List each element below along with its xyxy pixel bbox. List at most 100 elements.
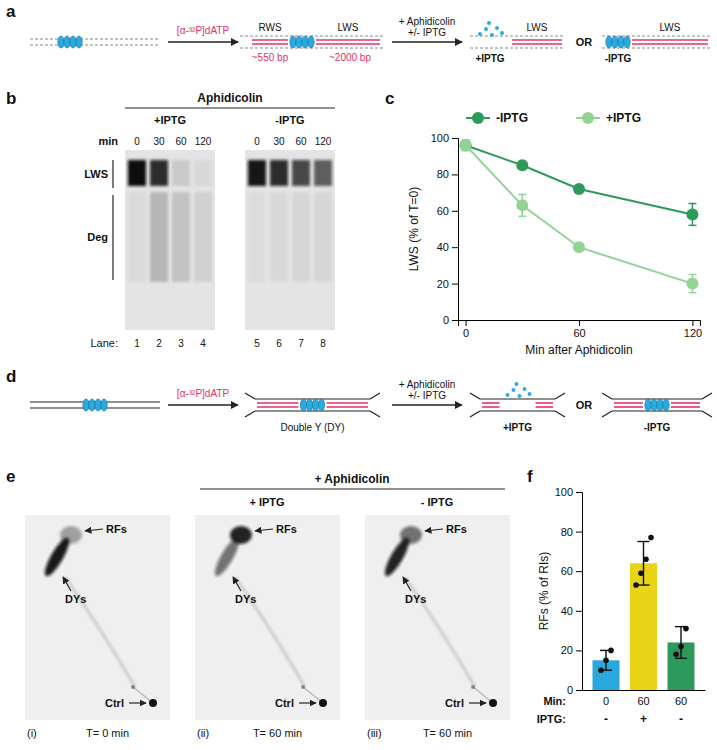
gel-spot: [489, 699, 497, 707]
degraded-fragment: [515, 382, 519, 386]
label: 60: [295, 136, 307, 147]
error-bar-cap: [688, 292, 696, 294]
nascent-strand: [614, 406, 643, 408]
nascent-strand: [482, 406, 500, 408]
nascent-strand: [252, 39, 288, 41]
parental-strand: [612, 410, 702, 411]
tick-label: 60: [675, 695, 687, 707]
nascent-strand: [614, 402, 643, 404]
panel-c: c060120020406080100LWS (% of T=0)Min aft…: [385, 89, 702, 357]
legend-marker: [472, 112, 484, 124]
tick-label: 100: [555, 486, 573, 498]
legend-label: +IPTG: [606, 111, 641, 125]
label: +IPTG: [503, 422, 532, 433]
data-point: [603, 658, 609, 664]
tick-label: 60: [437, 205, 449, 217]
panel-b: bAphidicolin+IPTG-IPTGmin030601200306012…: [6, 89, 335, 349]
label: Ctrl: [275, 697, 294, 709]
nascent-strand: [257, 406, 299, 408]
origin-protein: [76, 36, 82, 48]
tick-mark: [579, 320, 580, 326]
label: OR: [576, 399, 593, 411]
label: 8: [320, 338, 326, 349]
data-point: [516, 199, 528, 211]
tick-mark: [466, 320, 467, 326]
gel-band: [150, 160, 168, 186]
data-point: [683, 626, 689, 632]
gel-smear: [292, 192, 310, 282]
label: + Aphidicolin: [399, 379, 455, 390]
data-point: [638, 570, 644, 576]
pointer: [403, 577, 411, 591]
data-point: [686, 208, 698, 220]
tick-label: 20: [561, 644, 573, 656]
gel-band: [194, 160, 212, 186]
tick-mark: [576, 650, 582, 651]
tick-label: -: [604, 712, 608, 726]
data-point: [608, 648, 614, 654]
tick: 60: [675, 690, 687, 707]
fork-arm: [555, 411, 565, 417]
gel-spot: [319, 699, 327, 707]
label: Lane:: [90, 337, 118, 349]
label: Ctrl: [105, 697, 124, 709]
label: ~550 bp: [252, 52, 289, 63]
arrow: [392, 41, 462, 42]
label: 120: [315, 136, 332, 147]
tick: 100: [555, 486, 582, 498]
origin-protein: [64, 36, 70, 48]
label: 0: [254, 136, 260, 147]
tick-mark: [452, 320, 458, 321]
nascent-strand: [632, 39, 708, 41]
degraded-fragment: [512, 388, 516, 392]
parental-strand: [602, 47, 712, 48]
nascent-strand: [316, 43, 380, 45]
tick: 60: [573, 320, 585, 339]
tick-label: 0: [603, 695, 609, 707]
parental-strand: [470, 47, 565, 48]
tick-label: +: [640, 712, 647, 726]
axis: 060120: [459, 320, 703, 339]
nascent-strand: [671, 402, 700, 404]
label: min: [98, 135, 118, 147]
nascent-strand: [632, 43, 708, 45]
tick-label: 80: [561, 526, 573, 538]
data-point: [573, 241, 585, 253]
origin-protein: [612, 36, 618, 48]
gel-smear: [150, 192, 168, 282]
nascent-strand: [327, 406, 369, 408]
label: LWS: [660, 22, 681, 33]
tick: 20: [437, 278, 458, 290]
label: 2: [156, 338, 162, 349]
data-point: [643, 557, 649, 563]
label: OR: [576, 36, 593, 48]
degraded-fragment: [518, 394, 522, 398]
tick: 120: [684, 320, 702, 339]
gel-band: [314, 160, 332, 186]
nascent-strand: [536, 402, 554, 404]
gel: [25, 515, 170, 720]
error-bar-cap: [688, 225, 696, 227]
degraded-fragment: [484, 27, 488, 31]
tick-mark: [576, 611, 582, 612]
origin-protein: [300, 399, 306, 411]
label: T= 60 min: [253, 727, 302, 739]
axis-title: Min after Aphidicolin: [525, 343, 632, 357]
legend-label: -IPTG: [496, 111, 528, 125]
nascent-strand: [327, 402, 369, 404]
gel-spot: [400, 526, 422, 544]
nascent-strand: [536, 406, 554, 408]
tick: 100: [431, 132, 458, 144]
pointer: [63, 577, 71, 591]
gel-band: [128, 160, 146, 186]
origin-protein: [70, 36, 76, 48]
label: LWS: [338, 22, 359, 33]
tick-mark: [576, 492, 582, 493]
parental-strand: [612, 398, 702, 399]
label: Double Y (DY): [280, 422, 344, 433]
parental-strand: [30, 38, 160, 39]
label: 1: [134, 338, 140, 349]
label: (iii): [367, 727, 382, 739]
label: 30: [273, 136, 285, 147]
label: 4: [200, 338, 206, 349]
